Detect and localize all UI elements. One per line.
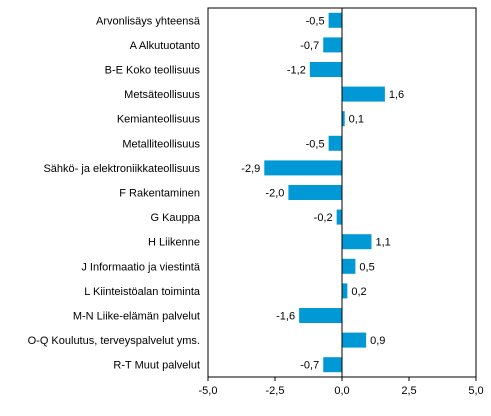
value-label-13: 0,9 [370,335,385,347]
category-label-2: B-E Koko teollisuus [105,65,201,77]
value-label-7: -2,0 [265,188,284,200]
value-label-12: -1,6 [276,311,295,323]
category-label-11: L Kiinteistöalan toiminta [84,286,201,298]
value-labels: -0,5 -0,7 -1,2 1,6 0,1 -0,5 -2,9 -2,0 -0,2 1,10,5… [241,15,404,371]
bar-14 [323,357,342,373]
category-label-6: Sähkö- ja elektroniikkateollisuus [43,163,200,175]
bar-8 [336,209,342,225]
category-label-4: Kemianteollisuus [117,114,201,126]
x-tick-label-1: -2,5 [266,385,285,397]
bar-1 [323,37,342,53]
value-label-14: -0,7 [300,360,319,372]
value-label-2: -1,2 [287,65,306,77]
x-tick-label-4: 5,0 [468,385,483,397]
bar-9 [342,234,372,250]
category-labels: Arvonlisäys yhteensä A Alkutuotanto B-E Ko… [28,15,201,371]
category-label-13: O-Q Koulutus, terveyspalvelut yms. [28,335,200,347]
bar-11 [342,283,348,299]
bar-5 [328,135,342,151]
x-axis-ticks: -5,0 -2,5 0,0 2,5 5,0 [199,377,484,397]
value-label-11: 0,2 [351,286,366,298]
category-label-1: A Alkutuotanto [130,40,200,52]
category-label-3: Metsäteollisuus [124,89,200,101]
bar-4 [342,111,345,127]
value-label-4: 0,1 [349,114,364,126]
value-label-3: 1,6 [389,89,404,101]
category-label-0: Arvonlisäys yhteensä [96,15,201,27]
value-label-9: 1,1 [375,237,390,249]
bars-group [264,12,385,373]
category-label-10: J Informaatio ja viestintä [81,261,200,273]
value-label-8: -0,2 [314,212,333,224]
category-label-7: F Rakentaminen [119,188,200,200]
bar-13 [342,332,367,348]
x-tick-label-3: 2,5 [401,385,416,397]
value-label-10: 0,5 [359,261,374,273]
bar-0 [328,12,342,28]
category-label-14: R-T Muut palvelut [113,360,200,372]
bar-3 [342,86,385,102]
bar-7 [288,185,342,200]
value-label-6: -2,9 [241,163,260,175]
value-label-5: -0,5 [306,138,325,150]
category-label-9: H Liikenne [148,237,200,249]
category-label-5: Metalliteollisuus [122,138,200,150]
bar-6 [264,160,342,176]
x-tick-label-2: 0,0 [334,385,349,397]
x-tick-label-0: -5,0 [199,385,218,397]
bar-2 [309,62,342,77]
bar-12 [299,308,342,323]
value-label-1: -0,7 [300,40,319,52]
category-label-12: M-N Liike-elämän palvelut [73,311,200,323]
value-label-0: -0,5 [306,15,325,27]
category-label-8: G Kauppa [150,212,200,224]
bar-10 [342,258,356,274]
